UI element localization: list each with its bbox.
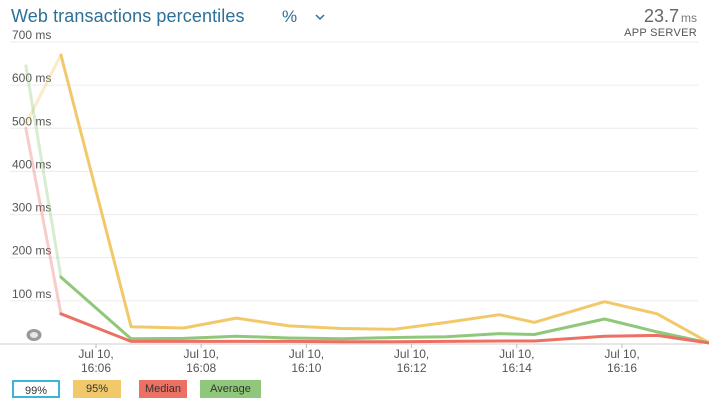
chevron-down-icon[interactable]	[314, 12, 326, 22]
legend-item-95[interactable]: 95%	[73, 380, 121, 398]
x-tick-label-date: Jul 10,	[78, 347, 113, 361]
x-tick-label-date: Jul 10,	[394, 347, 429, 361]
series-average-faded-segment	[24, 64, 63, 279]
y-tick-label: 700 ms	[12, 30, 51, 42]
x-tick-label-time: 16:06	[81, 361, 111, 375]
legend-item-99[interactable]: 99%	[12, 380, 60, 398]
series-95-faded-segment	[24, 53, 63, 126]
summary-label: APP SERVER	[624, 27, 697, 39]
summary-number: 23.7	[643, 6, 679, 26]
y-tick-label: 500 ms	[12, 114, 51, 128]
y-tick-label: 100 ms	[12, 287, 51, 301]
summary-unit: ms	[681, 11, 697, 25]
series-median-faded-segment	[24, 126, 63, 316]
series-line-average	[59, 275, 709, 345]
summary-value: 23.7 ms	[644, 6, 697, 27]
y-tick-label: 600 ms	[12, 71, 51, 85]
y-tick-label: 200 ms	[12, 244, 51, 258]
percentiles-line-chart: 100 ms 200 ms 300 ms 400 ms 500 ms 600 ms 700 …	[0, 30, 709, 375]
x-tick-label-time: 16:16	[607, 361, 637, 375]
x-tick-label-time: 16:10	[291, 361, 321, 375]
x-tick-label-date: Jul 10,	[289, 347, 324, 361]
chart-header: Web transactions percentiles % 23.7 ms AP…	[0, 0, 709, 40]
x-tick-label-time: 16:08	[186, 361, 216, 375]
x-tick-label-time: 16:12	[397, 361, 427, 375]
x-tick-label-date: Jul 10,	[499, 347, 534, 361]
legend-item-average[interactable]: Average	[200, 380, 261, 398]
y-tick-label: 400 ms	[12, 157, 51, 171]
series-line-95	[59, 53, 709, 345]
x-tick-label-date: Jul 10,	[604, 347, 639, 361]
chart-drag-handle-icon[interactable]	[26, 329, 42, 341]
percent-toggle-button[interactable]: %	[282, 7, 298, 26]
series-line-median	[59, 312, 709, 345]
x-tick-label-time: 16:14	[502, 361, 532, 375]
legend-item-median[interactable]: Median	[139, 380, 187, 398]
x-tick-label-date: Jul 10,	[184, 347, 219, 361]
y-tick-label: 300 ms	[12, 201, 51, 215]
chart-title: Web transactions percentiles	[11, 6, 245, 26]
